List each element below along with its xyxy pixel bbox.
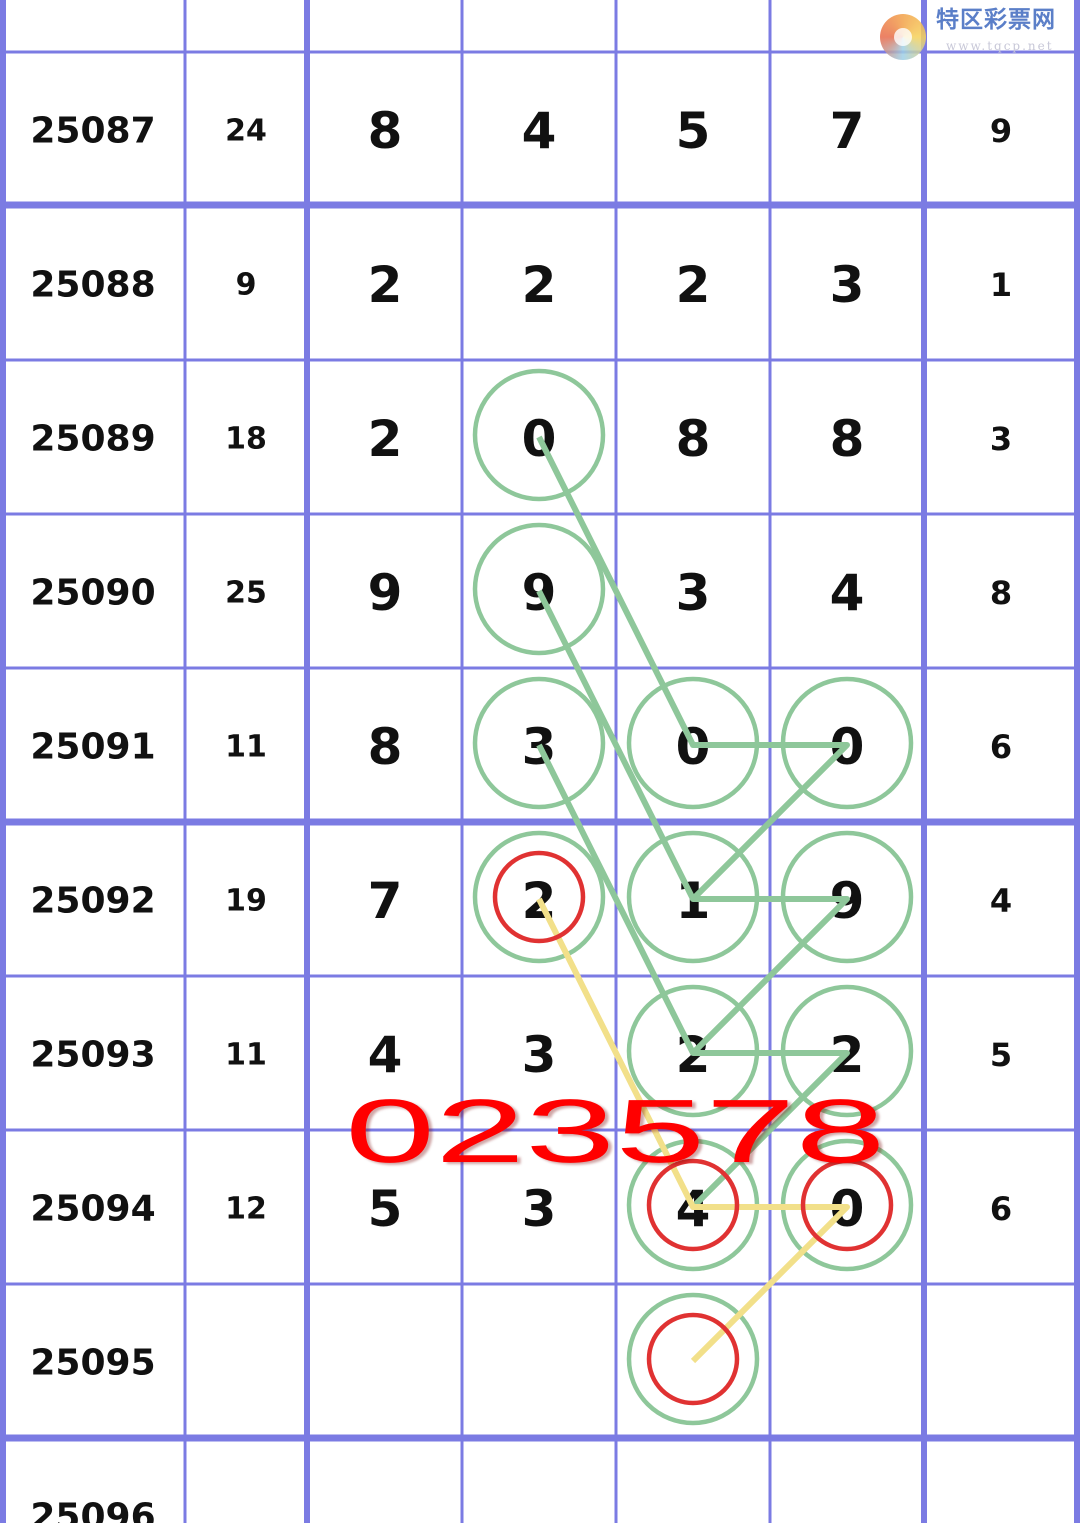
red-circle [800,1158,894,1252]
digit-cell: 4 [368,1026,403,1084]
green-trend-line [536,743,696,1055]
table-row: 25089 18 2 0 8 8 3 [30,410,1012,468]
green-circles [472,368,914,1426]
table-row: 25094 12 5 3 4 0 6 [30,1180,1012,1238]
red-circle [646,1158,740,1252]
digit-cell: 2 [368,410,403,468]
last-digit-cell: 5 [990,1036,1012,1074]
green-circle [626,676,760,810]
digit-cell: 5 [368,1180,403,1238]
green-circle [780,676,914,810]
table-row: 25091 11 8 3 0 0 6 [30,718,1012,776]
digit-cell: 7 [830,102,865,160]
green-trend-line [536,589,696,901]
last-digit-cell: 4 [990,882,1012,920]
digit-cell: 2 [676,256,711,314]
period-cell: 25092 [30,881,155,922]
green-circle [472,830,606,964]
green-circle [472,676,606,810]
green-circle [472,522,606,656]
table-row: 25096 [30,1497,155,1523]
table-row: 25095 [30,1343,155,1384]
last-digit-cell: 6 [990,1190,1012,1228]
last-digit-cell: 9 [990,112,1012,150]
green-circle [780,830,914,964]
logo: 特区彩票网 www.tqcp.net [876,4,1076,60]
logo-text: 特区彩票网 [936,7,1056,33]
green-trend-line [536,435,850,1210]
sum-cell: 11 [225,1038,267,1073]
last-digit-cell: 1 [990,266,1012,304]
digit-cell: 2 [522,256,557,314]
last-digit-cell: 3 [990,420,1012,458]
table-row: 25093 11 4 3 2 2 5 [30,1026,1012,1084]
sum-cell: 19 [225,884,267,919]
red-circle [646,1312,740,1406]
green-circle [626,830,760,964]
digit-cell: 8 [676,410,711,468]
digit-cell: 8 [368,102,403,160]
period-cell: 25096 [30,1497,155,1523]
last-digit-cell: 8 [990,574,1012,612]
sum-cell: 18 [225,422,267,457]
period-cell: 25090 [30,573,155,614]
green-circle [626,984,760,1118]
red-circles [492,850,894,1406]
green-circle [780,984,914,1118]
table-row: 25090 25 9 9 3 4 8 [30,564,1012,622]
period-cell: 25091 [30,727,155,768]
logo-swirl-icon [880,14,926,60]
digit-cell: 9 [368,564,403,622]
digit-cell: 2 [368,256,403,314]
period-cell: 25095 [30,1343,155,1384]
yellow-trend-lines [536,897,850,1364]
green-circle [472,368,606,502]
sum-cell: 24 [225,114,267,149]
digit-cell: 4 [830,564,865,622]
digit-cell: 8 [830,410,865,468]
sum-cell: 12 [225,1192,267,1227]
period-cell: 25093 [30,1035,155,1076]
period-cell: 25089 [30,419,155,460]
green-trend-lines [536,435,850,1210]
table-row: 25088 9 2 2 2 3 1 [30,256,1012,314]
red-circle [492,850,586,944]
table-row: 25092 19 7 2 1 9 4 [30,872,1012,930]
period-cell: 25088 [30,265,155,306]
digit-cell: 3 [522,1026,557,1084]
period-cell: 25087 [30,111,155,152]
table-row: 25087 24 8 4 5 7 9 [30,102,1012,160]
period-cell: 25094 [30,1189,155,1230]
green-circle [626,1292,760,1426]
digit-cell: 3 [676,564,711,622]
digit-cell: 3 [830,256,865,314]
yellow-trend-line [536,897,850,1364]
last-digit-cell: 6 [990,728,1012,766]
logo-url: www.tqcp.net [946,39,1054,53]
digit-cell: 4 [522,102,557,160]
sum-cell: 25 [225,576,267,611]
digit-cell: 5 [676,102,711,160]
sum-cell: 11 [225,730,267,765]
digit-cell: 3 [522,1180,557,1238]
digit-cell: 8 [368,718,403,776]
highlight-numbers: 023578 [345,1082,886,1182]
digit-cell: 7 [368,872,403,930]
sum-cell: 9 [236,268,257,303]
